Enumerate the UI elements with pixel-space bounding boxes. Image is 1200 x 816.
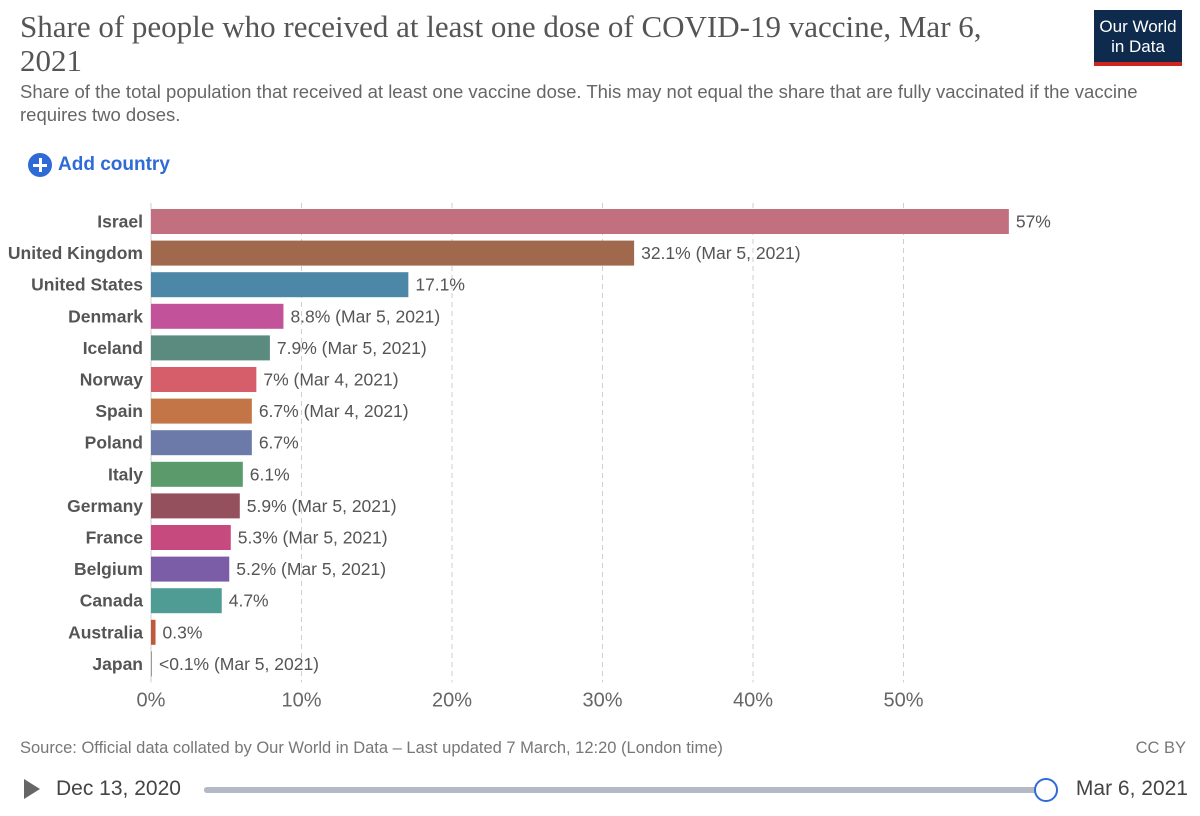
value-label: 7.9% (Mar 5, 2021)	[277, 338, 427, 358]
category-label: United States	[31, 275, 143, 295]
category-label: Australia	[68, 622, 143, 642]
plus-circle-icon	[28, 153, 52, 177]
category-label: Israel	[97, 212, 143, 232]
bar[interactable]	[151, 588, 222, 614]
category-label: Spain	[95, 401, 143, 421]
owid-logo[interactable]: Our World in Data	[1094, 10, 1182, 66]
bar[interactable]	[151, 619, 156, 645]
bar[interactable]	[151, 209, 1009, 234]
x-tick-label: 30%	[582, 689, 622, 711]
timeline-end-date: Mar 6, 2021	[1075, 777, 1188, 800]
x-tick-label: 20%	[432, 689, 472, 711]
value-label: 5.9% (Mar 5, 2021)	[247, 496, 397, 516]
category-label: France	[86, 528, 144, 548]
value-label: 7% (Mar 4, 2021)	[263, 370, 398, 390]
value-label: 0.3%	[163, 622, 203, 642]
bar[interactable]	[151, 493, 240, 519]
category-label: Poland	[85, 433, 143, 453]
bar[interactable]	[151, 335, 270, 361]
bar[interactable]	[151, 272, 409, 298]
category-label: Japan	[92, 654, 143, 674]
chart-subtitle: Share of the total population that recei…	[20, 81, 1138, 125]
chart-title: Share of people who received at least on…	[20, 9, 982, 78]
bar[interactable]	[151, 525, 231, 550]
bar[interactable]	[151, 303, 284, 329]
category-label: Belgium	[74, 559, 143, 579]
bar[interactable]	[151, 430, 252, 456]
timeline: Dec 13, 2020 Mar 6, 2021	[0, 768, 1200, 812]
bar[interactable]	[151, 398, 252, 424]
category-label: Iceland	[83, 338, 143, 358]
category-label: Italy	[108, 464, 143, 484]
value-label: 8.8% (Mar 5, 2021)	[290, 306, 440, 326]
x-tick-label: 50%	[883, 689, 923, 711]
logo-line-2: in Data	[1111, 37, 1165, 56]
value-label: 5.3% (Mar 5, 2021)	[238, 528, 388, 548]
value-label: 5.2% (Mar 5, 2021)	[236, 559, 386, 579]
timeline-track[interactable]	[204, 787, 1050, 793]
bar[interactable]	[151, 461, 243, 487]
license-link[interactable]: CC BY	[1135, 739, 1186, 757]
source-note: Source: Official data collated by Our Wo…	[20, 739, 723, 757]
logo-line-1: Our World	[1099, 17, 1177, 36]
category-label: Germany	[67, 496, 143, 516]
timeline-start-date: Dec 13, 2020	[56, 777, 181, 800]
bar[interactable]	[151, 651, 152, 677]
value-label: 6.7%	[259, 433, 299, 453]
category-label: Canada	[80, 591, 143, 611]
bar[interactable]	[151, 367, 257, 392]
x-tick-label: 40%	[733, 689, 773, 711]
timeline-handle[interactable]	[1034, 778, 1058, 802]
x-tick-label: 10%	[281, 689, 321, 711]
value-label: <0.1% (Mar 5, 2021)	[159, 654, 319, 674]
value-label: 6.1%	[250, 464, 290, 484]
add-country-button[interactable]: Add country	[28, 152, 170, 178]
bar-chart: 0% 10% 20% 30% 40% 50% Israel 57% United Kingdom…	[8, 203, 1051, 711]
value-label: 6.7% (Mar 4, 2021)	[259, 401, 409, 421]
value-label: 32.1% (Mar 5, 2021)	[641, 243, 801, 263]
value-label: 17.1%	[415, 275, 465, 295]
value-label: 57%	[1016, 212, 1051, 232]
x-tick-label: 0%	[137, 689, 166, 711]
play-icon[interactable]	[24, 779, 40, 799]
bar[interactable]	[151, 240, 635, 266]
value-label: 4.7%	[229, 591, 269, 611]
timeline-track-fill	[204, 787, 1050, 793]
category-label: Norway	[80, 370, 143, 390]
bar[interactable]	[151, 556, 230, 582]
category-label: Denmark	[68, 306, 143, 326]
add-country-label: Add country	[58, 154, 170, 175]
category-label: United Kingdom	[8, 243, 143, 263]
